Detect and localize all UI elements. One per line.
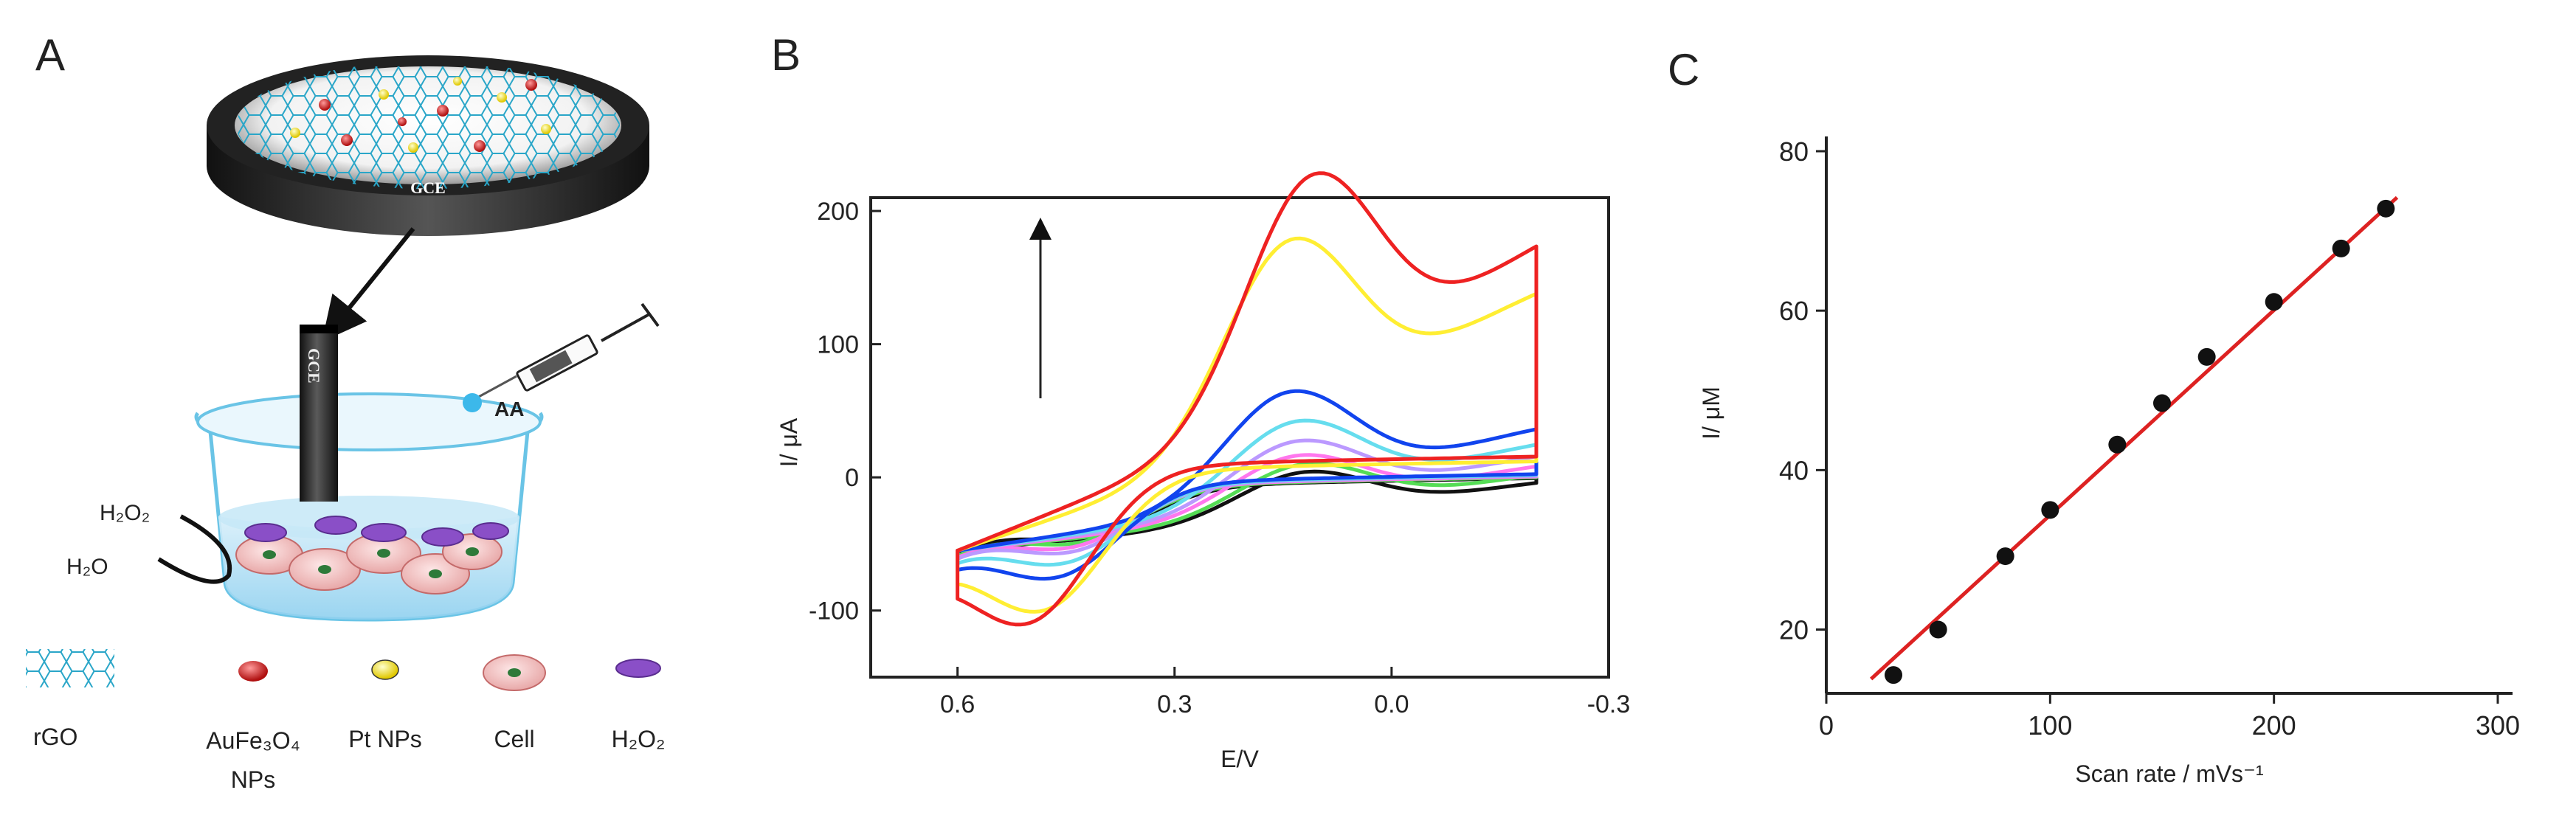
scatter-point — [1996, 547, 2014, 566]
scatter-y-tick-label: 20 — [1779, 615, 1809, 645]
zoom-arrow — [322, 227, 415, 342]
reactant-label: H₂O₂ — [100, 501, 150, 525]
legend-label-aufe3o4: AuFe₃O₄ — [206, 727, 300, 754]
cv-x-tick-label: 0.0 — [1374, 690, 1409, 718]
legend-label-cell: Cell — [494, 726, 534, 752]
panel-c: C 0 100 200 300 20 40 60 80 Scan rate / mVs⁻¹ I… — [1668, 45, 2520, 787]
scatter-x-axis-label: Scan rate / mVs⁻¹ — [2075, 760, 2263, 787]
reaction-indicator: H₂O₂ H₂O — [66, 501, 232, 584]
rgo-surface-pattern — [236, 66, 620, 189]
scatter-y-tick-label: 40 — [1779, 455, 1809, 485]
gce-rod-label: GCE — [305, 348, 323, 384]
rgo-icon — [26, 649, 114, 687]
cv-y-tick-label: 0 — [845, 464, 859, 492]
cv-x-tick-label: -0.3 — [1587, 690, 1631, 718]
cv-x-tick-label: 0.3 — [1157, 690, 1192, 718]
scatter-point — [2332, 239, 2350, 257]
panel-b: B 0.6 0.3 0.0 -0.3 -100 0 100 200 E/V I/ μA — [771, 30, 1630, 772]
cv-y-tick-label: -100 — [809, 597, 859, 625]
cv-y-tick-label: 100 — [817, 331, 859, 359]
scatter-point — [2108, 435, 2127, 454]
scatter-point — [2197, 347, 2216, 366]
cv-x-axis-label: E/V — [1220, 746, 1259, 772]
product-label: H₂O — [66, 555, 108, 579]
scatter-point — [2377, 199, 2395, 218]
schematic-legend: rGO AuFe₃O₄ NPs Pt NPs Cell H₂O₂ — [26, 649, 665, 793]
scatter-y-tick-label: 80 — [1779, 136, 1809, 167]
panel-label-a: A — [35, 30, 65, 80]
cv-curve-7 — [956, 236, 1539, 614]
cv-y-tick-label: 200 — [817, 198, 859, 226]
legend-label-pt: Pt NPs — [348, 726, 422, 752]
scatter-x-tick-label: 0 — [1819, 710, 1834, 741]
scatter-point — [2153, 394, 2171, 412]
cv-curve-8 — [956, 171, 1539, 627]
legend-label-h2o2: H₂O₂ — [612, 726, 666, 752]
cv-curve-6 — [956, 389, 1539, 581]
panel-label-c: C — [1668, 45, 1699, 94]
cv-x-tick-label: 0.6 — [940, 690, 975, 718]
cv-curves — [956, 171, 1539, 627]
scatter-plot-area — [1869, 195, 2399, 684]
scatter-x-tick-label: 200 — [2252, 710, 2296, 741]
aufe3o4-nanoparticle-icon — [238, 661, 268, 682]
scatter-point — [1885, 666, 1902, 684]
cell-cluster — [235, 516, 509, 595]
gce-electrode-rod: GCE — [300, 325, 338, 502]
cv-axis-ticks: 0.6 0.3 0.0 -0.3 -100 0 100 200 — [809, 198, 1630, 718]
gce-electrode-disc: GCE — [207, 55, 649, 236]
syringe-label: AA — [494, 398, 524, 420]
scatter-point — [2041, 501, 2059, 519]
scatter-axis-ticks: 0 100 200 300 20 40 60 80 — [1779, 136, 2520, 741]
scatter-x-tick-label: 100 — [2028, 710, 2072, 741]
panel-label-b: B — [771, 30, 801, 80]
cv-y-axis-label: I/ μA — [776, 417, 802, 467]
h2o2-molecule-icon — [615, 659, 661, 678]
scatter-y-tick-label: 60 — [1779, 296, 1809, 326]
panel-a: A GCE — [26, 30, 665, 793]
scatter-point — [1929, 620, 1947, 639]
scatter-point — [2265, 293, 2283, 311]
legend-label-aufe3o4-nps: NPs — [231, 766, 275, 793]
cell-icon — [483, 654, 546, 691]
legend-label-rgo: rGO — [33, 724, 77, 750]
scatter-y-axis-label: I/ μM — [1698, 387, 1724, 440]
scatter-x-tick-label: 300 — [2476, 710, 2520, 741]
beaker — [194, 392, 544, 622]
linear-fit-line — [1869, 195, 2399, 681]
gce-disc-label: GCE — [410, 178, 446, 197]
pt-nanoparticle-icon — [371, 659, 399, 680]
syringe-icon: AA — [463, 302, 660, 420]
cv-plot-frame — [869, 196, 1610, 679]
